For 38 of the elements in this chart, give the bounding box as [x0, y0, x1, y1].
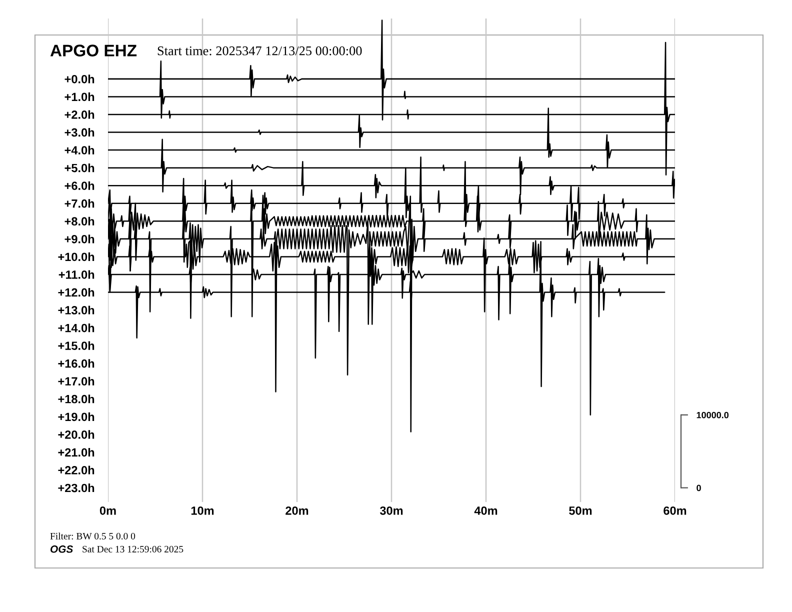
x-tick-label: 60m — [664, 506, 686, 515]
y-tick-label: +7.0h — [64, 199, 94, 208]
y-tick-label: +6.0h — [64, 181, 94, 190]
y-tick-label: +9.0h — [64, 234, 94, 244]
y-tick-label: +5.0h — [64, 164, 94, 172]
y-tick-label: +15.0h — [58, 341, 94, 350]
y2-tick-label: 10000.0 — [696, 412, 729, 418]
y-tick-label: +19.0h — [58, 412, 94, 422]
x-tick-label: 10m — [191, 506, 214, 515]
y-tick-label: +8.0h — [64, 216, 94, 226]
y-tick-label: +21.0h — [58, 448, 94, 457]
y2-tick-label: 0 — [696, 484, 701, 492]
y-tick-label: +18.0h — [58, 394, 94, 404]
y-tick-label: +3.0h — [64, 128, 94, 137]
y-tick-label: +22.0h — [58, 466, 94, 474]
y-tick-label: +23.0h — [58, 484, 94, 492]
y-tick-label: +2.0h — [64, 110, 94, 119]
y-tick-label: +14.0h — [58, 324, 94, 332]
y-tick-label: +13.0h — [58, 306, 94, 314]
y-tick-label: +16.0h — [58, 359, 94, 368]
y-tick-label: +12.0h — [58, 288, 94, 297]
x-tick-label: 40m — [474, 506, 498, 515]
text: APGO EHZ — [50, 44, 137, 56]
y-tick-label: +0.0h — [64, 74, 94, 84]
x-tick-label: 50m — [569, 506, 592, 515]
text: Sat Dec 13 12:59:06 2025 — [82, 546, 184, 552]
y-tick-label: +1.0h — [64, 92, 94, 102]
text: OGS — [50, 545, 74, 553]
text: Filter: BW 0.5 5 0.0 0 — [50, 532, 136, 540]
x-tick-label: 30m — [380, 506, 403, 515]
x-tick-label: 20m — [286, 506, 308, 515]
y-tick-label: +10.0h — [58, 252, 94, 262]
x-tick-label: 0m — [100, 506, 116, 515]
text: Start time: 2025347 12/13/25 00:00:00 — [158, 46, 362, 56]
y-tick-label: +17.0h — [58, 376, 94, 386]
y-tick-label: +11.0h — [58, 270, 94, 279]
y-tick-label: +20.0h — [58, 430, 94, 439]
y-tick-label: +4.0h — [64, 146, 94, 154]
